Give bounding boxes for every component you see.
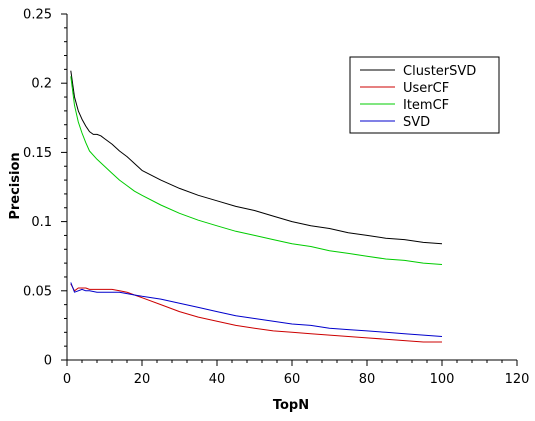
series-line-svd: [70, 282, 443, 337]
y-tick-label: 0.15: [23, 146, 52, 161]
x-tick-label: 60: [284, 372, 301, 387]
legend: ClusterSVD UserCF ItemCF SVD: [349, 56, 500, 134]
y-tick-label: 0.25: [23, 8, 52, 23]
y-axis-title: Precision: [8, 152, 23, 219]
series-line-clustersvd: [70, 70, 443, 245]
legend-label-clustersvd: ClusterSVD: [403, 64, 476, 79]
y-tick-label: 0.1: [31, 215, 52, 230]
ticks: 0 20 40 60 80 100 120 0 0.05 0.1 0.15 0.2 0.25: [23, 8, 529, 388]
series-lines: [70, 70, 443, 343]
y-tick-label: 0.05: [23, 284, 52, 299]
y-tick-label: 0: [44, 354, 52, 369]
legend-label-svd: SVD: [403, 115, 430, 130]
y-tick-label: 0.2: [31, 77, 52, 92]
x-axis-title: TopN: [273, 398, 309, 413]
series-line-usercf: [70, 283, 442, 343]
legend-label-usercf: UserCF: [403, 81, 449, 96]
x-tick-label: 80: [359, 372, 376, 387]
x-tick-label: 0: [63, 372, 71, 387]
x-tick-label: 100: [430, 372, 455, 387]
x-tick-label: 120: [505, 372, 530, 387]
x-tick-label: 20: [134, 372, 151, 387]
x-tick-label: 40: [209, 372, 226, 387]
legend-label-itemcf: ItemCF: [403, 98, 449, 113]
series-line-itemcf: [70, 76, 443, 265]
